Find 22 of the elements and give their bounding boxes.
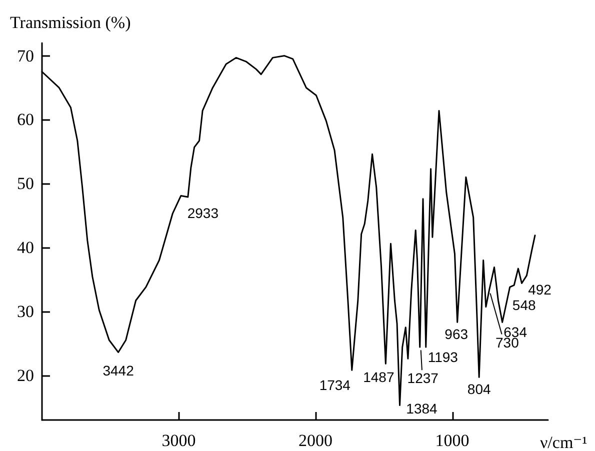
annotation: 2933 <box>187 204 219 221</box>
y-tick-label: 40 <box>17 238 34 257</box>
annotation: 548 <box>512 297 536 314</box>
x-tick-label: 3000 <box>162 431 196 450</box>
annotation: 1237 <box>407 370 439 386</box>
x-tick-label: 1000 <box>435 431 470 450</box>
annotation: 804 <box>467 381 491 398</box>
y-tick-label: 70 <box>17 46 34 66</box>
y-axis-title: Transmission (%) <box>10 13 131 32</box>
y-tick-label: 30 <box>17 302 34 321</box>
annotation: 3442 <box>102 362 134 378</box>
x-tick-label: 2000 <box>298 431 333 450</box>
annotation: 1487 <box>363 368 394 385</box>
y-tick-label: 20 <box>17 366 34 385</box>
y-tick-label: 50 <box>17 174 34 194</box>
annotation: 963 <box>444 326 468 342</box>
y-tick-label: 60 <box>17 110 34 130</box>
annotation: 492 <box>528 281 552 298</box>
annotation: 1384 <box>406 400 438 416</box>
x-axis-title: ν/cm⁻¹ <box>540 433 588 451</box>
annotation: 1734 <box>319 377 351 394</box>
annotation: 1193 <box>428 349 458 366</box>
